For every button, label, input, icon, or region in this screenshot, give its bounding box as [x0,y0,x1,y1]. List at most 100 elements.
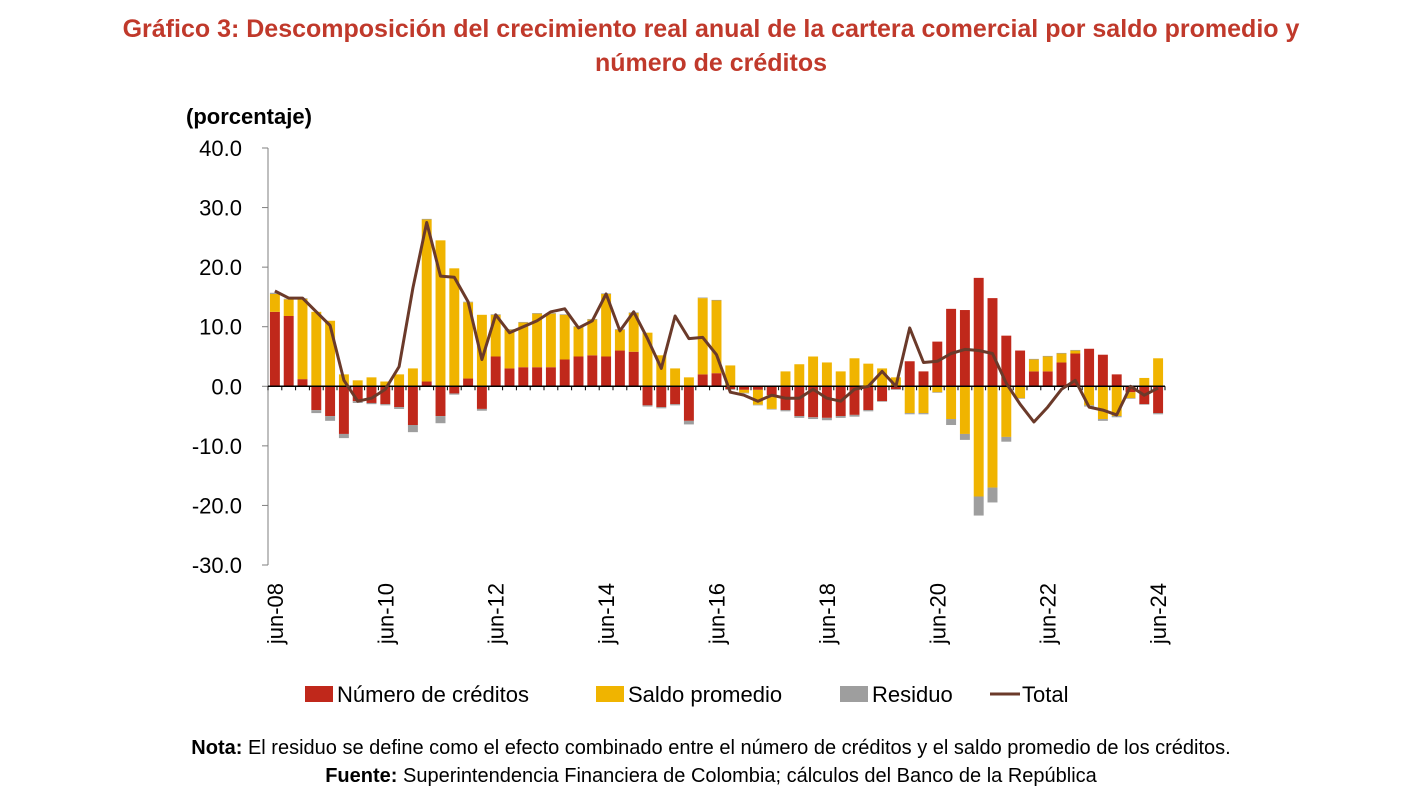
x-tick-label: jun-20 [925,583,950,645]
bar-saldo-promedio [1097,386,1108,420]
bar-saldo-promedio [1084,386,1095,406]
bar-residuo [1056,352,1067,354]
bar-residuo [918,413,929,415]
legend-saldo-promedio-swatch [596,686,624,702]
bar-saldo-promedio [352,380,363,387]
bar-saldo-promedio [614,329,625,351]
bar-saldo-promedio [1153,358,1164,387]
bar-saldo-promedio [407,368,418,387]
x-tick-label: jun-08 [263,583,288,645]
bar-residuo [752,404,763,406]
bar-saldo-promedio [476,314,487,387]
bar-saldo-promedio [849,358,860,387]
bar-numero-creditos [352,386,363,402]
bar-saldo-promedio [1070,350,1081,354]
chart-svg: 40.0 30.0 20.0 10.0 0.0 -10.0 -20.0 -30.0 jun-08… [192,136,1171,707]
y-tick-label: 30.0 [199,196,242,221]
bar-residuo [835,416,846,418]
bar-saldo-promedio [518,322,529,368]
bar-residuo [380,404,391,406]
bar-saldo-promedio [573,326,584,357]
bar-residuo [877,401,888,402]
bar-numero-creditos [1001,335,1012,387]
bar-saldo-promedio [1001,386,1012,437]
legend-residuo-label: Residuo [872,682,953,707]
bar-residuo [476,408,487,411]
bar-saldo-promedio [711,300,722,374]
bar-residuo [670,404,681,406]
bar-residuo [1015,398,1026,399]
bar-residuo [407,425,418,433]
bar-numero-creditos [1111,374,1122,387]
bar-numero-creditos [559,359,570,387]
bar-saldo-promedio [1139,377,1150,387]
bar-saldo-promedio [545,313,556,368]
y-tick-label: 40.0 [199,136,242,161]
bar-numero-creditos [463,378,474,387]
x-tick-label: jun-22 [1036,583,1061,645]
bar-saldo-promedio [1042,356,1053,372]
bar-residuo [559,314,570,315]
bar-residuo [904,413,915,415]
bar-residuo [863,410,874,412]
chart-title: Gráfico 3: Descomposición del crecimient… [0,12,1422,80]
bar-numero-creditos [476,386,487,409]
bar-saldo-promedio [325,320,336,387]
bar-saldo-promedio [904,386,915,414]
bar-numero-creditos [725,386,736,390]
bar-numero-creditos [849,386,860,415]
bar-residuo [1125,398,1136,399]
note-label: Nota: [191,737,243,759]
bar-saldo-promedio [959,386,970,434]
y-tick-label: 0.0 [211,374,242,399]
bar-saldo-promedio [463,302,474,379]
bar-numero-creditos [449,386,460,394]
bar-saldo-promedio [504,329,515,369]
bar-saldo-promedio [559,314,570,360]
bar-numero-creditos [380,386,391,405]
bar-numero-creditos [863,386,874,411]
bar-residuo [656,407,667,409]
bar-residuo [269,292,280,294]
bar-saldo-promedio [435,240,446,387]
bar-saldo-promedio [946,386,957,420]
bar-numero-creditos [656,386,667,408]
bar-numero-creditos [338,386,349,434]
bar-numero-creditos [545,367,556,387]
bar-numero-creditos [794,386,805,417]
bar-residuo [973,496,984,516]
y-tick-label: 10.0 [199,315,242,340]
bar-saldo-promedio [932,386,943,393]
legend-residuo-swatch [840,686,868,702]
source-label: Fuente: [325,765,398,787]
bar-residuo [435,416,446,424]
x-tick-label: jun-12 [484,583,509,645]
bar-numero-creditos [366,386,377,403]
bar-saldo-promedio [835,371,846,387]
bar-residuo [959,433,970,440]
bar-residuo [808,417,819,420]
bar-numero-creditos [877,386,888,402]
bar-residuo [518,321,529,323]
bar-numero-creditos [311,386,322,411]
bar-numero-creditos [297,379,308,387]
bar-residuo [421,218,432,220]
bar-residuo [932,392,943,393]
bar-numero-creditos [683,386,694,421]
bar-numero-creditos [518,367,529,387]
bar-residuo [1111,416,1122,418]
bar-numero-creditos [394,386,405,408]
bar-saldo-promedio [821,362,832,387]
bar-saldo-promedio [421,219,432,382]
bar-saldo-promedio [587,319,598,356]
bar-saldo-promedio [1111,386,1122,417]
x-tick-label: jun-16 [705,583,730,645]
bar-numero-creditos [1015,350,1026,387]
bar-saldo-promedio [366,377,377,387]
bar-saldo-promedio [683,377,694,387]
bar-numero-creditos [1070,353,1081,387]
bar-residuo [1153,413,1164,415]
bar-saldo-promedio [1015,386,1026,399]
bar-saldo-promedio [532,313,543,368]
bar-saldo-promedio [601,293,612,357]
